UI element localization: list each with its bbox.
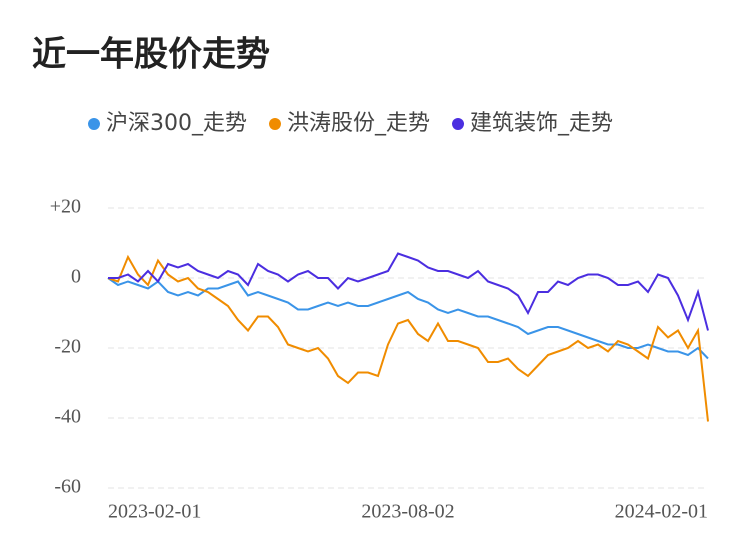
legend-marker (88, 118, 100, 130)
y-tick-label: -40 (54, 406, 81, 428)
legend-marker (452, 118, 465, 130)
legend-label: 沪深300_走势 (106, 111, 247, 136)
legend-marker (269, 118, 281, 130)
line-series (107, 277, 709, 360)
chart-title: 近一年股价走势 (32, 35, 270, 75)
line-series (108, 252, 709, 331)
x-tick-label: 2023-08-02 (361, 501, 454, 523)
y-tick-label: -20 (54, 336, 81, 358)
x-tick-label: 2024-02-01 (615, 501, 708, 523)
y-tick-label: +20 (50, 196, 81, 218)
legend-label: 洪涛股份_走势 (287, 111, 430, 136)
x-tick-label: 2023-02-01 (108, 501, 201, 523)
line-series (107, 254, 709, 422)
y-tick-label: -60 (54, 476, 81, 498)
legend-label: 建筑装饰_走势 (470, 111, 613, 136)
y-tick-label: 0 (71, 266, 81, 288)
